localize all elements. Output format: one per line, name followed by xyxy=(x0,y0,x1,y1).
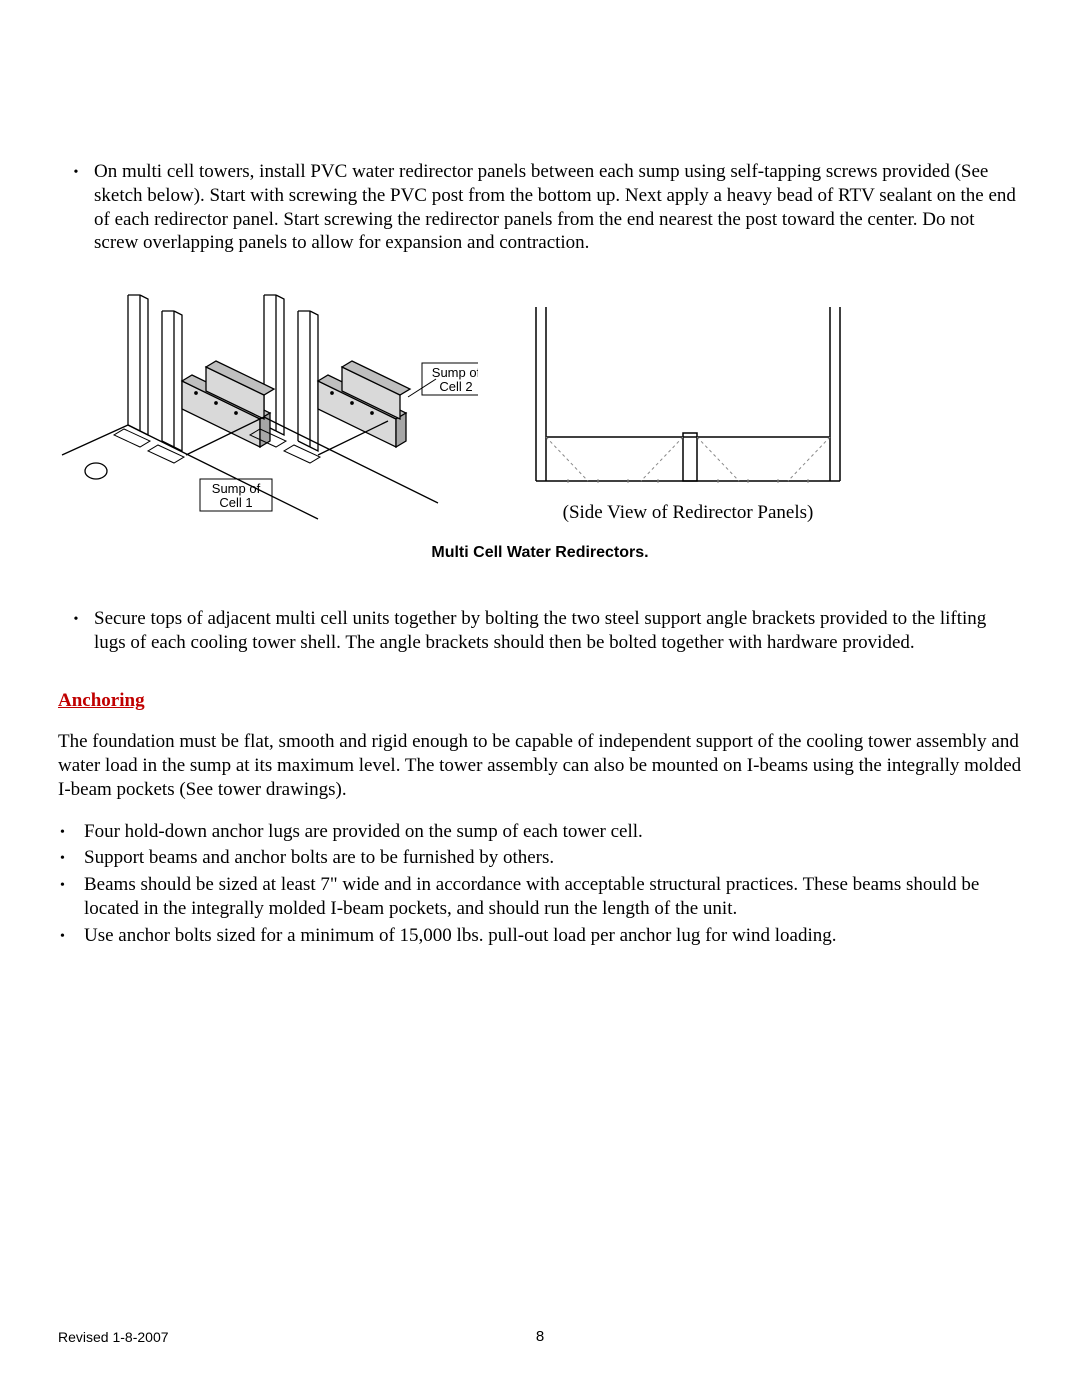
label-cell2-line1: Sump of xyxy=(432,365,478,380)
bullet-item: • On multi cell towers, install PVC wate… xyxy=(58,160,1022,255)
label-cell2-line2: Cell 2 xyxy=(439,379,472,394)
bullet-item: • Secure tops of adjacent multi cell uni… xyxy=(58,607,1022,655)
list-item: • Four hold-down anchor lugs are provide… xyxy=(58,820,1022,844)
bullet-dot-icon: • xyxy=(58,820,84,844)
list-item: • Beams should be sized at least 7" wide… xyxy=(58,873,1022,921)
isometric-svg: Sump of Cell 1 Sump of Cell 2 xyxy=(58,285,478,525)
label-cell1-line2: Cell 1 xyxy=(219,495,252,510)
bullet-dot-icon: • xyxy=(58,846,84,870)
list-item-text: Four hold-down anchor lugs are provided … xyxy=(84,820,1022,844)
figure-caption: Multi Cell Water Redirectors. xyxy=(58,543,1022,563)
list-item-text: Use anchor bolts sized for a minimum of … xyxy=(84,924,1022,948)
list-item-text: Support beams and anchor bolts are to be… xyxy=(84,846,1022,870)
anchoring-intro: The foundation must be flat, smooth and … xyxy=(58,730,1022,801)
figure-isometric: Sump of Cell 1 Sump of Cell 2 xyxy=(58,285,478,525)
figure-row: Sump of Cell 1 Sump of Cell 2 xyxy=(58,285,1022,525)
label-cell1-line1: Sump of xyxy=(212,481,261,496)
section-heading-anchoring: Anchoring xyxy=(58,689,1022,713)
bullet-dot-icon: • xyxy=(58,873,84,921)
list-item-text: Beams should be sized at least 7" wide a… xyxy=(84,873,1022,921)
page-number: 8 xyxy=(0,1328,1080,1345)
bullet-dot-icon: • xyxy=(58,924,84,948)
bullet-text: Secure tops of adjacent multi cell units… xyxy=(94,607,1022,655)
figure-side-view: (Side View of Redirector Panels) xyxy=(518,301,858,525)
bullet-text: On multi cell towers, install PVC water … xyxy=(94,160,1022,255)
side-view-caption: (Side View of Redirector Panels) xyxy=(563,501,814,525)
side-view-svg xyxy=(518,301,858,491)
bullet-dot-icon: • xyxy=(58,160,94,255)
list-item: • Support beams and anchor bolts are to … xyxy=(58,846,1022,870)
document-page: • On multi cell towers, install PVC wate… xyxy=(0,0,1080,1010)
anchoring-list: • Four hold-down anchor lugs are provide… xyxy=(58,820,1022,948)
list-item: • Use anchor bolts sized for a minimum o… xyxy=(58,924,1022,948)
bullet-dot-icon: • xyxy=(58,607,94,655)
